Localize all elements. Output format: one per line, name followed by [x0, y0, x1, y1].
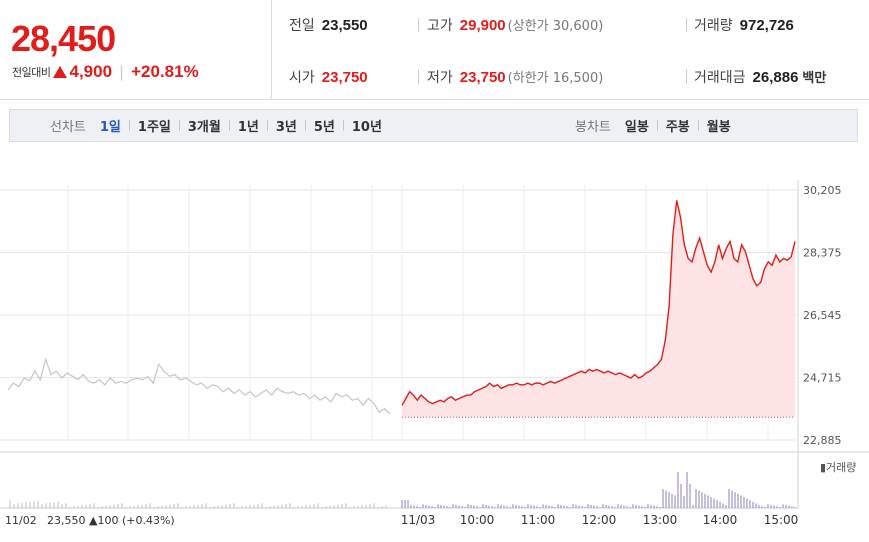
x-tick-label: 13:00	[643, 513, 678, 527]
chart-tab-bar: 선차트 1일 1주일 3개월 1년 3년 5년 10년 봉차트 일봉 주봉 월봉	[9, 109, 858, 142]
today-area-fill	[402, 200, 795, 418]
tab-line-6[interactable]: 10년	[351, 120, 382, 135]
y-axis: 30,205 28,375 26,545 24,715 22,885	[803, 184, 842, 447]
stat-divider	[418, 70, 419, 84]
y-tick-label: 24,715	[803, 372, 842, 385]
stat-high: 고가 29,900 (상한가 30,600)	[427, 15, 603, 35]
stat-label: 거래대금	[694, 70, 746, 86]
prev-day-line	[7, 357, 391, 415]
stat-unit: 백만	[802, 71, 827, 86]
x-tick-label: 15:00	[764, 513, 799, 527]
stat-label: 전일	[289, 18, 315, 34]
stat-value: 29,900	[459, 17, 506, 34]
stat-sub: (하한가 16,500)	[507, 71, 604, 86]
tab-divider	[228, 120, 230, 131]
tab-line-1[interactable]: 1주일	[137, 120, 171, 135]
candle-chart-label: 봉차트	[575, 120, 611, 135]
tab-candle-2[interactable]: 월봉	[706, 120, 731, 135]
prev-day-series	[7, 357, 391, 415]
volume-panel: ▮거래량	[9, 461, 856, 508]
tab-line-2[interactable]: 3개월	[187, 120, 221, 135]
change-label: 전일대비	[12, 66, 51, 79]
tab-line-0[interactable]: 1일	[99, 120, 121, 135]
stat-volume: 거래량 972,726	[694, 15, 794, 35]
y-tick-label: 22,885	[803, 434, 842, 447]
tab-divider	[128, 120, 130, 131]
y-tick-label: 28,375	[803, 247, 842, 260]
volume-legend: ▮거래량	[820, 461, 856, 474]
x-axis: 11/02 23,550 ▲100 (+0.43%) 11/03 10:00 11:00…	[5, 513, 798, 527]
stat-label: 거래량	[694, 18, 733, 34]
tab-candle-1[interactable]: 주봉	[665, 120, 690, 135]
y-tick-label: 26,545	[803, 309, 842, 322]
stat-label: 시가	[289, 70, 315, 86]
x-tick-label: 14:00	[703, 513, 738, 527]
stat-low: 저가 23,750 (하한가 16,500)	[427, 67, 603, 87]
prev-day-summary: 23,550 ▲100 (+0.43%)	[47, 514, 175, 527]
stat-value: 23,750	[321, 69, 368, 86]
change-row: 전일대비 4,900 | +20.81%	[12, 62, 199, 82]
tab-divider	[304, 120, 306, 131]
stat-prev-close: 전일 23,550	[289, 15, 368, 35]
tab-divider	[697, 120, 699, 131]
stat-label: 고가	[427, 18, 453, 34]
change-percent: +20.81%	[131, 62, 199, 81]
tab-divider	[342, 120, 344, 131]
x-tick-label: 11:00	[521, 513, 556, 527]
change-divider: |	[119, 63, 125, 81]
change-amount: 4,900	[69, 62, 113, 81]
price-box: 28,450 전일대비 4,900 | +20.81%	[0, 0, 272, 100]
stat-value: 26,886	[752, 69, 799, 86]
current-price: 28,450	[11, 18, 116, 59]
candle-chart-tabs: 봉차트 일봉 주봉 월봉	[575, 110, 731, 141]
tab-line-4[interactable]: 3년	[275, 120, 297, 135]
stat-open: 시가 23,750	[289, 67, 368, 87]
line-chart-tabs: 선차트 1일 1주일 3개월 1년 3년 5년 10년	[50, 110, 382, 141]
up-triangle-icon	[53, 66, 68, 78]
tab-candle-0[interactable]: 일봉	[624, 120, 649, 135]
y-tick-label: 30,205	[803, 184, 842, 197]
stat-divider	[686, 18, 687, 32]
tab-divider	[178, 120, 180, 131]
stat-value: 23,750	[459, 69, 506, 86]
stat-amount: 거래대금 26,886 백만	[694, 67, 826, 87]
tab-line-5[interactable]: 5년	[313, 120, 335, 135]
chart-grid	[0, 180, 869, 509]
stat-sub: (상한가 30,600)	[507, 19, 604, 34]
tab-divider	[656, 120, 658, 131]
stat-divider	[418, 18, 419, 32]
stat-value: 23,550	[321, 17, 368, 34]
stat-label: 저가	[427, 70, 453, 86]
line-chart-label: 선차트	[50, 120, 86, 135]
x-tick-label: 10:00	[460, 513, 495, 527]
prev-day-date: 11/02	[5, 514, 37, 527]
x-tick-label: 11/03	[401, 513, 436, 527]
x-tick-label: 12:00	[582, 513, 617, 527]
stat-value: 972,726	[739, 17, 794, 34]
today-series	[401, 200, 796, 418]
stat-divider	[686, 70, 687, 84]
quote-header: 28,450 전일대비 4,900 | +20.81% 전일 23,550 고가…	[0, 0, 869, 100]
today-line	[401, 200, 796, 406]
tab-divider	[266, 120, 268, 131]
tab-line-3[interactable]: 1년	[237, 120, 259, 135]
